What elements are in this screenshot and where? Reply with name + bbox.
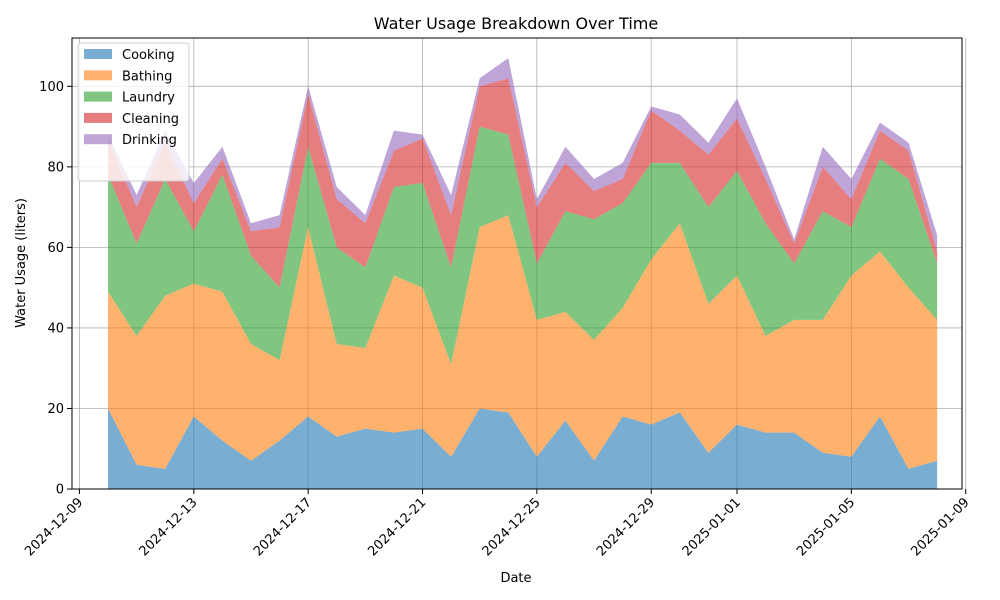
x-tick-label: 2024-12-21 bbox=[365, 495, 429, 559]
legend-swatch-laundry bbox=[84, 91, 112, 102]
y-tick-label: 0 bbox=[56, 483, 64, 498]
plot-frame bbox=[71, 37, 963, 490]
x-tick-label: 2025-01-01 bbox=[680, 495, 744, 559]
x-tick-label: 2024-12-29 bbox=[594, 495, 658, 559]
x-tick-label: 2024-12-25 bbox=[480, 495, 544, 559]
chart-title: Water Usage Breakdown Over Time bbox=[374, 14, 658, 33]
x-axis-title: Date bbox=[500, 571, 531, 586]
area-layers bbox=[108, 58, 938, 489]
area-laundry bbox=[108, 126, 938, 365]
x-tick-label: 2024-12-17 bbox=[251, 495, 315, 559]
y-tick-label: 20 bbox=[47, 402, 64, 417]
legend-label-laundry: Laundry bbox=[122, 91, 175, 106]
y-tick-label: 60 bbox=[47, 241, 64, 256]
x-tick-label: 2024-12-09 bbox=[22, 495, 86, 559]
area-bathing bbox=[108, 215, 938, 469]
x-axis: 2024-12-09 2024-12-13 2024-12-17 2024-12-21… bbox=[22, 489, 973, 559]
legend-swatch-cleaning bbox=[84, 112, 112, 123]
area-cleaning bbox=[108, 78, 938, 288]
legend-label-bathing: Bathing bbox=[122, 69, 172, 84]
legend: Cooking Bathing Laundry Cleaning Drinking bbox=[77, 42, 190, 182]
y-axis-title: Water Usage (liters) bbox=[14, 198, 29, 328]
y-axis: 0 20 40 60 80 100 bbox=[39, 80, 72, 498]
y-tick-label: 80 bbox=[47, 160, 64, 175]
legend-swatch-bathing bbox=[84, 70, 112, 81]
legend-label-drinking: Drinking bbox=[122, 133, 177, 148]
legend-label-cooking: Cooking bbox=[122, 48, 175, 63]
y-tick-label: 40 bbox=[47, 321, 64, 336]
area-cooking bbox=[108, 408, 938, 489]
legend-label-cleaning: Cleaning bbox=[122, 112, 179, 127]
y-tick-label: 100 bbox=[39, 80, 64, 95]
x-tick-label: 2025-01-05 bbox=[794, 495, 858, 559]
legend-swatch-drinking bbox=[84, 134, 112, 145]
x-tick-label: 2025-01-09 bbox=[909, 495, 973, 559]
legend-swatch-cooking bbox=[84, 49, 112, 59]
x-tick-label: 2024-12-13 bbox=[137, 495, 201, 559]
